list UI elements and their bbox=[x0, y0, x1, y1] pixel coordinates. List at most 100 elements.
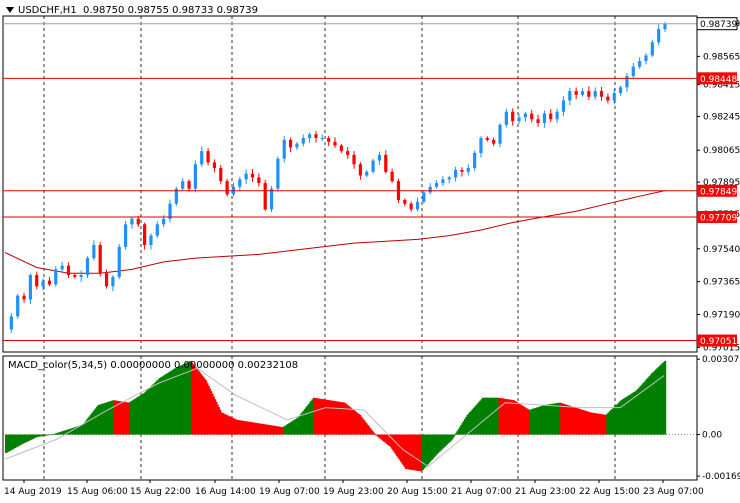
macd-bar-falling bbox=[329, 400, 332, 435]
macd-bar-rising bbox=[625, 396, 628, 435]
macd-bar-falling bbox=[572, 407, 576, 435]
macd-bar-falling bbox=[203, 378, 206, 435]
macd-bar-rising bbox=[22, 434, 26, 444]
macd-bar-rising bbox=[534, 407, 537, 435]
macd-bar-rising bbox=[72, 427, 76, 435]
macd-bar-rising bbox=[188, 361, 191, 435]
macd-bar-falling bbox=[212, 396, 215, 435]
macd-bar-falling bbox=[520, 405, 523, 435]
bullish-candle bbox=[130, 218, 134, 225]
bullish-candle bbox=[308, 134, 312, 139]
time-axis-label: 21 Aug 23:00 bbox=[515, 487, 576, 497]
macd-bar-rising bbox=[620, 400, 623, 435]
macd-bar-falling bbox=[563, 404, 567, 435]
macd-bar-rising bbox=[39, 434, 42, 437]
macd-bar-rising bbox=[99, 404, 103, 435]
macd-bar-rising bbox=[102, 403, 105, 435]
macd-bar-falling bbox=[263, 424, 267, 435]
macd-bar-falling bbox=[420, 434, 423, 472]
macd-bar-rising bbox=[146, 390, 149, 435]
macd-bar-rising bbox=[640, 384, 644, 435]
macd-bar-rising bbox=[635, 390, 638, 435]
macd-bar-falling bbox=[213, 399, 217, 435]
macd-bar-rising bbox=[58, 432, 62, 435]
price-axis-label: 0.97540 bbox=[703, 245, 740, 255]
macd-bar-rising bbox=[455, 433, 458, 435]
bullish-candle bbox=[295, 143, 299, 148]
macd-bar-rising bbox=[661, 363, 664, 435]
macd-bar-falling bbox=[502, 398, 505, 435]
macd-bar-falling bbox=[355, 411, 358, 435]
macd-bar-rising bbox=[312, 397, 315, 435]
macd-bar-falling bbox=[560, 403, 563, 435]
price-axis-label: 0.97895 bbox=[703, 178, 740, 188]
bullish-candle bbox=[174, 188, 178, 204]
macd-bar-rising bbox=[307, 404, 310, 435]
macd-bar-rising bbox=[178, 366, 181, 435]
macd-bar-rising bbox=[81, 424, 85, 435]
macd-bar-rising bbox=[469, 412, 472, 435]
macd-bar-rising bbox=[131, 400, 135, 435]
macd-bar-falling bbox=[513, 401, 517, 435]
macd-bar-rising bbox=[153, 383, 156, 435]
macd-bar-rising bbox=[83, 423, 86, 435]
macd-bar-rising bbox=[103, 403, 106, 435]
bearish-candle bbox=[409, 203, 413, 210]
macd-bar-rising bbox=[662, 362, 665, 435]
macd-bar-rising bbox=[530, 409, 533, 435]
macd-bar-rising bbox=[435, 434, 438, 455]
macd-bar-falling bbox=[238, 420, 241, 435]
macd-bar-rising bbox=[430, 434, 433, 460]
macd-bar-rising bbox=[460, 425, 463, 435]
macd-bar-falling bbox=[590, 412, 594, 435]
macd-bar-rising bbox=[451, 434, 454, 440]
macd-bar-falling bbox=[244, 421, 247, 435]
macd-bar-falling bbox=[581, 410, 585, 435]
bearish-candle bbox=[263, 183, 267, 210]
macd-bar-rising bbox=[657, 367, 660, 435]
macd-bar-rising bbox=[167, 372, 171, 435]
macd-bar-falling bbox=[371, 431, 374, 435]
macd-bar-falling bbox=[566, 405, 569, 435]
bullish-candle bbox=[282, 139, 286, 159]
price-axis-label: 0.97015 bbox=[703, 343, 740, 353]
macd-bar-falling bbox=[508, 399, 512, 435]
bearish-candle bbox=[143, 224, 147, 246]
bullish-candle bbox=[561, 100, 566, 112]
bearish-candle bbox=[485, 138, 489, 140]
bearish-candle bbox=[219, 168, 223, 182]
macd-bar-rising bbox=[287, 423, 290, 435]
macd-bar-rising bbox=[47, 434, 50, 436]
macd-bar-falling bbox=[605, 414, 608, 435]
bullish-candle bbox=[657, 29, 661, 43]
bullish-candle bbox=[593, 91, 597, 97]
macd-bar-rising bbox=[431, 434, 435, 459]
macd-bar-rising bbox=[475, 404, 478, 435]
macd-bar-rising bbox=[652, 371, 655, 435]
macd-bar-rising bbox=[452, 434, 455, 438]
macd-bar-rising bbox=[13, 434, 17, 448]
bullish-candle bbox=[111, 276, 115, 287]
macd-bar-falling bbox=[313, 397, 317, 435]
dropdown-triangle-icon[interactable] bbox=[6, 7, 14, 13]
macd-bar-falling bbox=[230, 417, 233, 435]
macd-bar-falling bbox=[596, 413, 599, 435]
macd-bar-rising bbox=[138, 396, 141, 435]
bullish-candle bbox=[168, 203, 172, 219]
macd-bar-rising bbox=[10, 434, 13, 451]
macd-bar-falling bbox=[378, 434, 381, 438]
macd-bar-rising bbox=[169, 371, 172, 435]
macd-bar-rising bbox=[185, 362, 188, 435]
macd-bar-rising bbox=[467, 413, 471, 435]
macd-bar-falling bbox=[325, 399, 328, 435]
macd-bar-falling bbox=[357, 413, 360, 435]
macd-bar-falling bbox=[561, 403, 564, 435]
macd-bar-rising bbox=[8, 434, 12, 451]
macd-bar-rising bbox=[658, 365, 662, 435]
bullish-candle bbox=[638, 61, 642, 67]
macd-bar-rising bbox=[11, 434, 14, 450]
macd-bar-falling bbox=[379, 434, 382, 439]
macd-bar-rising bbox=[110, 401, 113, 435]
macd-bar-rising bbox=[615, 405, 618, 435]
macd-bar-rising bbox=[165, 374, 168, 435]
